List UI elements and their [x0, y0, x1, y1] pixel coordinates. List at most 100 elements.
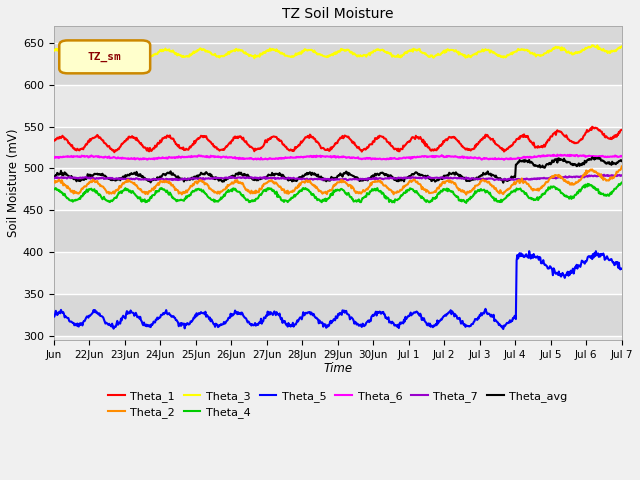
Title: TZ Soil Moisture: TZ Soil Moisture [282, 7, 394, 21]
Theta_3 [221, 52, 228, 58]
Theta_2 [396, 187, 404, 192]
Theta_7 [50, 175, 58, 180]
Theta_1 [250, 146, 257, 152]
Theta_6 [221, 154, 228, 160]
Theta_3 [249, 53, 257, 59]
Theta_6 [116, 156, 124, 161]
Theta_3 [397, 52, 405, 58]
Theta_4 [396, 194, 404, 200]
Theta_3 [429, 54, 436, 60]
Text: TZ_sm: TZ_sm [88, 51, 122, 62]
Theta_4 [221, 193, 228, 199]
Bar [54, 252, 622, 294]
Theta_1 [397, 146, 405, 152]
Theta_6 [396, 156, 404, 161]
Theta_1 [618, 127, 626, 133]
X-axis label: Time: Time [323, 362, 352, 375]
Theta_2 [50, 179, 58, 184]
Theta_avg [618, 158, 626, 164]
Theta_7 [397, 175, 405, 180]
Theta_5 [618, 266, 626, 272]
Theta_2 [249, 191, 257, 196]
Theta_1 [429, 147, 436, 153]
Theta_2 [271, 181, 278, 187]
Theta_4 [116, 189, 124, 195]
Bar [54, 168, 622, 210]
Theta_6 [249, 156, 257, 162]
Theta_7 [337, 178, 345, 183]
Legend: Theta_1, Theta_2, Theta_3, Theta_4, Theta_5, Theta_6, Theta_7, Theta_avg: Theta_1, Theta_2, Theta_3, Theta_4, Thet… [104, 386, 572, 422]
Theta_7 [429, 175, 436, 181]
Theta_5 [396, 320, 404, 325]
FancyBboxPatch shape [60, 40, 150, 73]
Theta_7 [271, 175, 278, 181]
Theta_4 [50, 186, 58, 192]
Theta_6 [618, 154, 626, 159]
Bar [54, 85, 622, 127]
Theta_6 [50, 156, 58, 161]
Theta_2 [221, 187, 228, 192]
Theta_2 [462, 192, 470, 197]
Theta_6 [428, 153, 436, 159]
Theta_5 [50, 313, 58, 319]
Theta_6 [271, 156, 278, 162]
Theta_2 [618, 164, 626, 169]
Line: Theta_avg: Theta_avg [54, 157, 622, 183]
Bar [54, 336, 622, 340]
Theta_avg [271, 173, 278, 179]
Theta_1 [271, 134, 279, 140]
Theta_4 [271, 189, 278, 194]
Theta_6 [500, 157, 508, 163]
Theta_7 [618, 172, 626, 178]
Bar [54, 210, 622, 252]
Theta_7 [600, 172, 608, 178]
Bar [54, 127, 622, 168]
Line: Theta_6: Theta_6 [54, 155, 622, 160]
Theta_3 [50, 48, 58, 53]
Theta_avg [249, 177, 257, 182]
Bar [54, 294, 622, 336]
Theta_avg [588, 155, 596, 160]
Line: Theta_5: Theta_5 [54, 251, 622, 329]
Bar [54, 43, 622, 85]
Theta_3 [116, 51, 124, 57]
Theta_3 [618, 44, 626, 49]
Y-axis label: Soil Moisture (mV): Soil Moisture (mV) [7, 129, 20, 238]
Theta_1 [50, 137, 58, 143]
Theta_1 [221, 144, 229, 150]
Theta_5 [116, 321, 124, 326]
Theta_3 [250, 55, 258, 61]
Theta_4 [618, 180, 626, 185]
Theta_3 [271, 47, 279, 53]
Theta_4 [249, 199, 257, 204]
Theta_1 [111, 149, 118, 155]
Theta_5 [525, 248, 533, 254]
Theta_1 [588, 124, 596, 130]
Theta_2 [116, 184, 124, 190]
Theta_5 [271, 309, 278, 314]
Bar [54, 26, 622, 43]
Theta_avg [428, 178, 436, 184]
Theta_avg [50, 175, 58, 181]
Theta_7 [116, 176, 124, 182]
Theta_5 [221, 321, 228, 326]
Theta_5 [428, 324, 436, 329]
Theta_3 [588, 42, 596, 48]
Theta_6 [554, 152, 561, 157]
Line: Theta_3: Theta_3 [54, 45, 622, 58]
Theta_5 [499, 326, 507, 332]
Theta_avg [396, 176, 404, 182]
Theta_5 [249, 322, 257, 328]
Theta_7 [249, 176, 257, 181]
Line: Theta_2: Theta_2 [54, 167, 622, 194]
Theta_7 [221, 175, 228, 180]
Theta_avg [499, 180, 507, 186]
Theta_2 [428, 190, 436, 195]
Theta_4 [428, 198, 436, 204]
Line: Theta_4: Theta_4 [54, 182, 622, 203]
Line: Theta_1: Theta_1 [54, 127, 622, 152]
Theta_1 [117, 143, 125, 148]
Theta_avg [116, 178, 124, 183]
Theta_avg [221, 176, 228, 182]
Theta_4 [462, 200, 470, 206]
